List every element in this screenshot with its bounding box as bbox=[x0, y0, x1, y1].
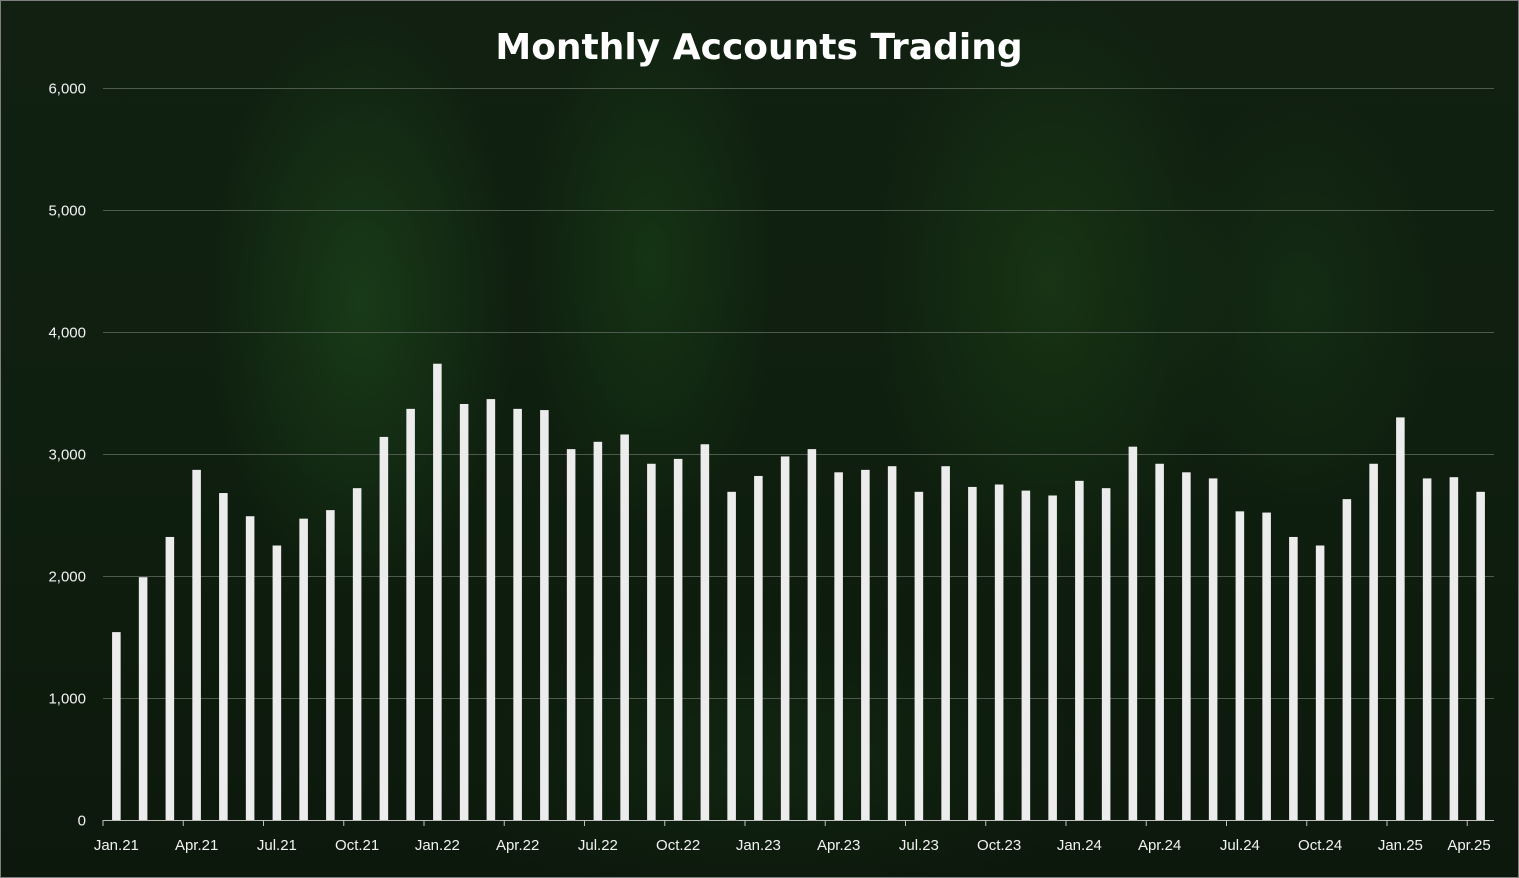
x-tick-label: Apr.24 bbox=[1138, 837, 1181, 854]
bar-Jan.21 bbox=[112, 632, 121, 820]
bar-Jan.22 bbox=[433, 363, 442, 820]
bar-Dec.21 bbox=[406, 408, 415, 820]
bar-Jul.22 bbox=[593, 441, 603, 820]
bar-May.21 bbox=[219, 493, 228, 820]
x-tick-label: Oct.21 bbox=[335, 837, 379, 854]
bar-Feb.22 bbox=[459, 403, 469, 820]
bar-Nov.22 bbox=[700, 444, 710, 820]
bar-Apr.21 bbox=[192, 469, 201, 820]
bar-Dec.22 bbox=[727, 491, 736, 820]
bar-Apr.23 bbox=[834, 472, 843, 820]
bar-Sep.23 bbox=[968, 486, 977, 820]
bar-Oct.21 bbox=[352, 488, 362, 820]
bar-Jan.23 bbox=[754, 475, 763, 820]
bar-Jun.21 bbox=[245, 516, 255, 820]
x-tick-label: Oct.23 bbox=[977, 837, 1021, 854]
x-tick-label: Apr.22 bbox=[496, 837, 539, 854]
bar-Sep.21 bbox=[326, 510, 335, 820]
bar-Aug.22 bbox=[620, 434, 629, 820]
bar-Nov.23 bbox=[1021, 490, 1031, 820]
x-tick-label: Apr.25 bbox=[1447, 837, 1490, 854]
bar-Feb.23 bbox=[780, 456, 790, 820]
x-tick-label: Jul.23 bbox=[899, 837, 939, 854]
x-tick-label: Oct.24 bbox=[1298, 837, 1342, 854]
bar-Mar.22 bbox=[486, 399, 496, 820]
bar-Jun.24 bbox=[1208, 478, 1218, 820]
bar-Sep.22 bbox=[647, 463, 656, 820]
axes: 0 1,000 2,000 3,000 4,000 5,000 6,000 Jan.21 Apr… bbox=[48, 81, 1494, 854]
bar-Oct.22 bbox=[673, 458, 683, 820]
x-tick-label: Jul.22 bbox=[578, 837, 618, 854]
x-tick-label: Jan.21 bbox=[94, 837, 139, 854]
bar-Jan.24 bbox=[1075, 480, 1084, 820]
bar-Aug.24 bbox=[1262, 512, 1271, 820]
bars bbox=[112, 363, 1485, 820]
y-tick-label: 3,000 bbox=[48, 447, 86, 464]
bar-Jun.22 bbox=[566, 449, 576, 820]
x-tick-label: Jul.21 bbox=[257, 837, 297, 854]
bar-Jan.25 bbox=[1396, 417, 1405, 820]
bar-May.23 bbox=[861, 469, 870, 820]
bar-Aug.23 bbox=[941, 466, 950, 820]
bar-Mar.25 bbox=[1449, 477, 1459, 820]
bar-Mar.24 bbox=[1128, 446, 1138, 820]
x-tick-label: Jan.24 bbox=[1057, 837, 1102, 854]
bar-May.22 bbox=[540, 410, 549, 820]
bar-Aug.21 bbox=[299, 518, 308, 820]
bar-May.24 bbox=[1182, 472, 1191, 820]
x-tick-label: Oct.22 bbox=[656, 837, 700, 854]
bar-Mar.21 bbox=[165, 536, 175, 820]
y-tick-label: 0 bbox=[78, 813, 86, 830]
y-tick-label: 5,000 bbox=[48, 203, 86, 220]
x-tick-label: Jan.23 bbox=[736, 837, 781, 854]
y-tick-label: 2,000 bbox=[48, 569, 86, 586]
bar-Apr.25 bbox=[1476, 491, 1485, 820]
bar-Jul.24 bbox=[1235, 511, 1245, 820]
y-tick-label: 1,000 bbox=[48, 691, 86, 708]
x-tick-label: Jan.22 bbox=[415, 837, 460, 854]
y-tick-label: 4,000 bbox=[48, 325, 86, 342]
bar-Mar.23 bbox=[807, 449, 817, 820]
x-tick-label: Apr.21 bbox=[175, 837, 218, 854]
x-tick-label: Jul.24 bbox=[1220, 837, 1260, 854]
bar-Feb.25 bbox=[1422, 478, 1432, 820]
bar-Oct.23 bbox=[994, 484, 1004, 820]
bar-Jul.21 bbox=[272, 545, 282, 820]
chart-title: Monthly Accounts Trading bbox=[495, 27, 1022, 68]
bar-Apr.22 bbox=[513, 408, 522, 820]
bar-Feb.21 bbox=[138, 577, 148, 820]
bar-Oct.24 bbox=[1315, 545, 1325, 820]
x-tick-label: Jan.25 bbox=[1378, 837, 1423, 854]
bar-Feb.24 bbox=[1101, 488, 1111, 820]
bar-Jul.23 bbox=[914, 491, 924, 820]
bar-Nov.24 bbox=[1342, 499, 1352, 820]
x-tick-label: Apr.23 bbox=[817, 837, 860, 854]
bar-Jun.23 bbox=[887, 466, 897, 820]
bar-Dec.24 bbox=[1369, 463, 1378, 820]
bar-Apr.24 bbox=[1155, 463, 1164, 820]
y-tick-label: 6,000 bbox=[48, 81, 86, 98]
bar-Nov.21 bbox=[379, 436, 389, 820]
bar-Dec.23 bbox=[1048, 495, 1057, 820]
gridlines bbox=[103, 88, 1494, 699]
bar-Sep.24 bbox=[1289, 536, 1298, 820]
